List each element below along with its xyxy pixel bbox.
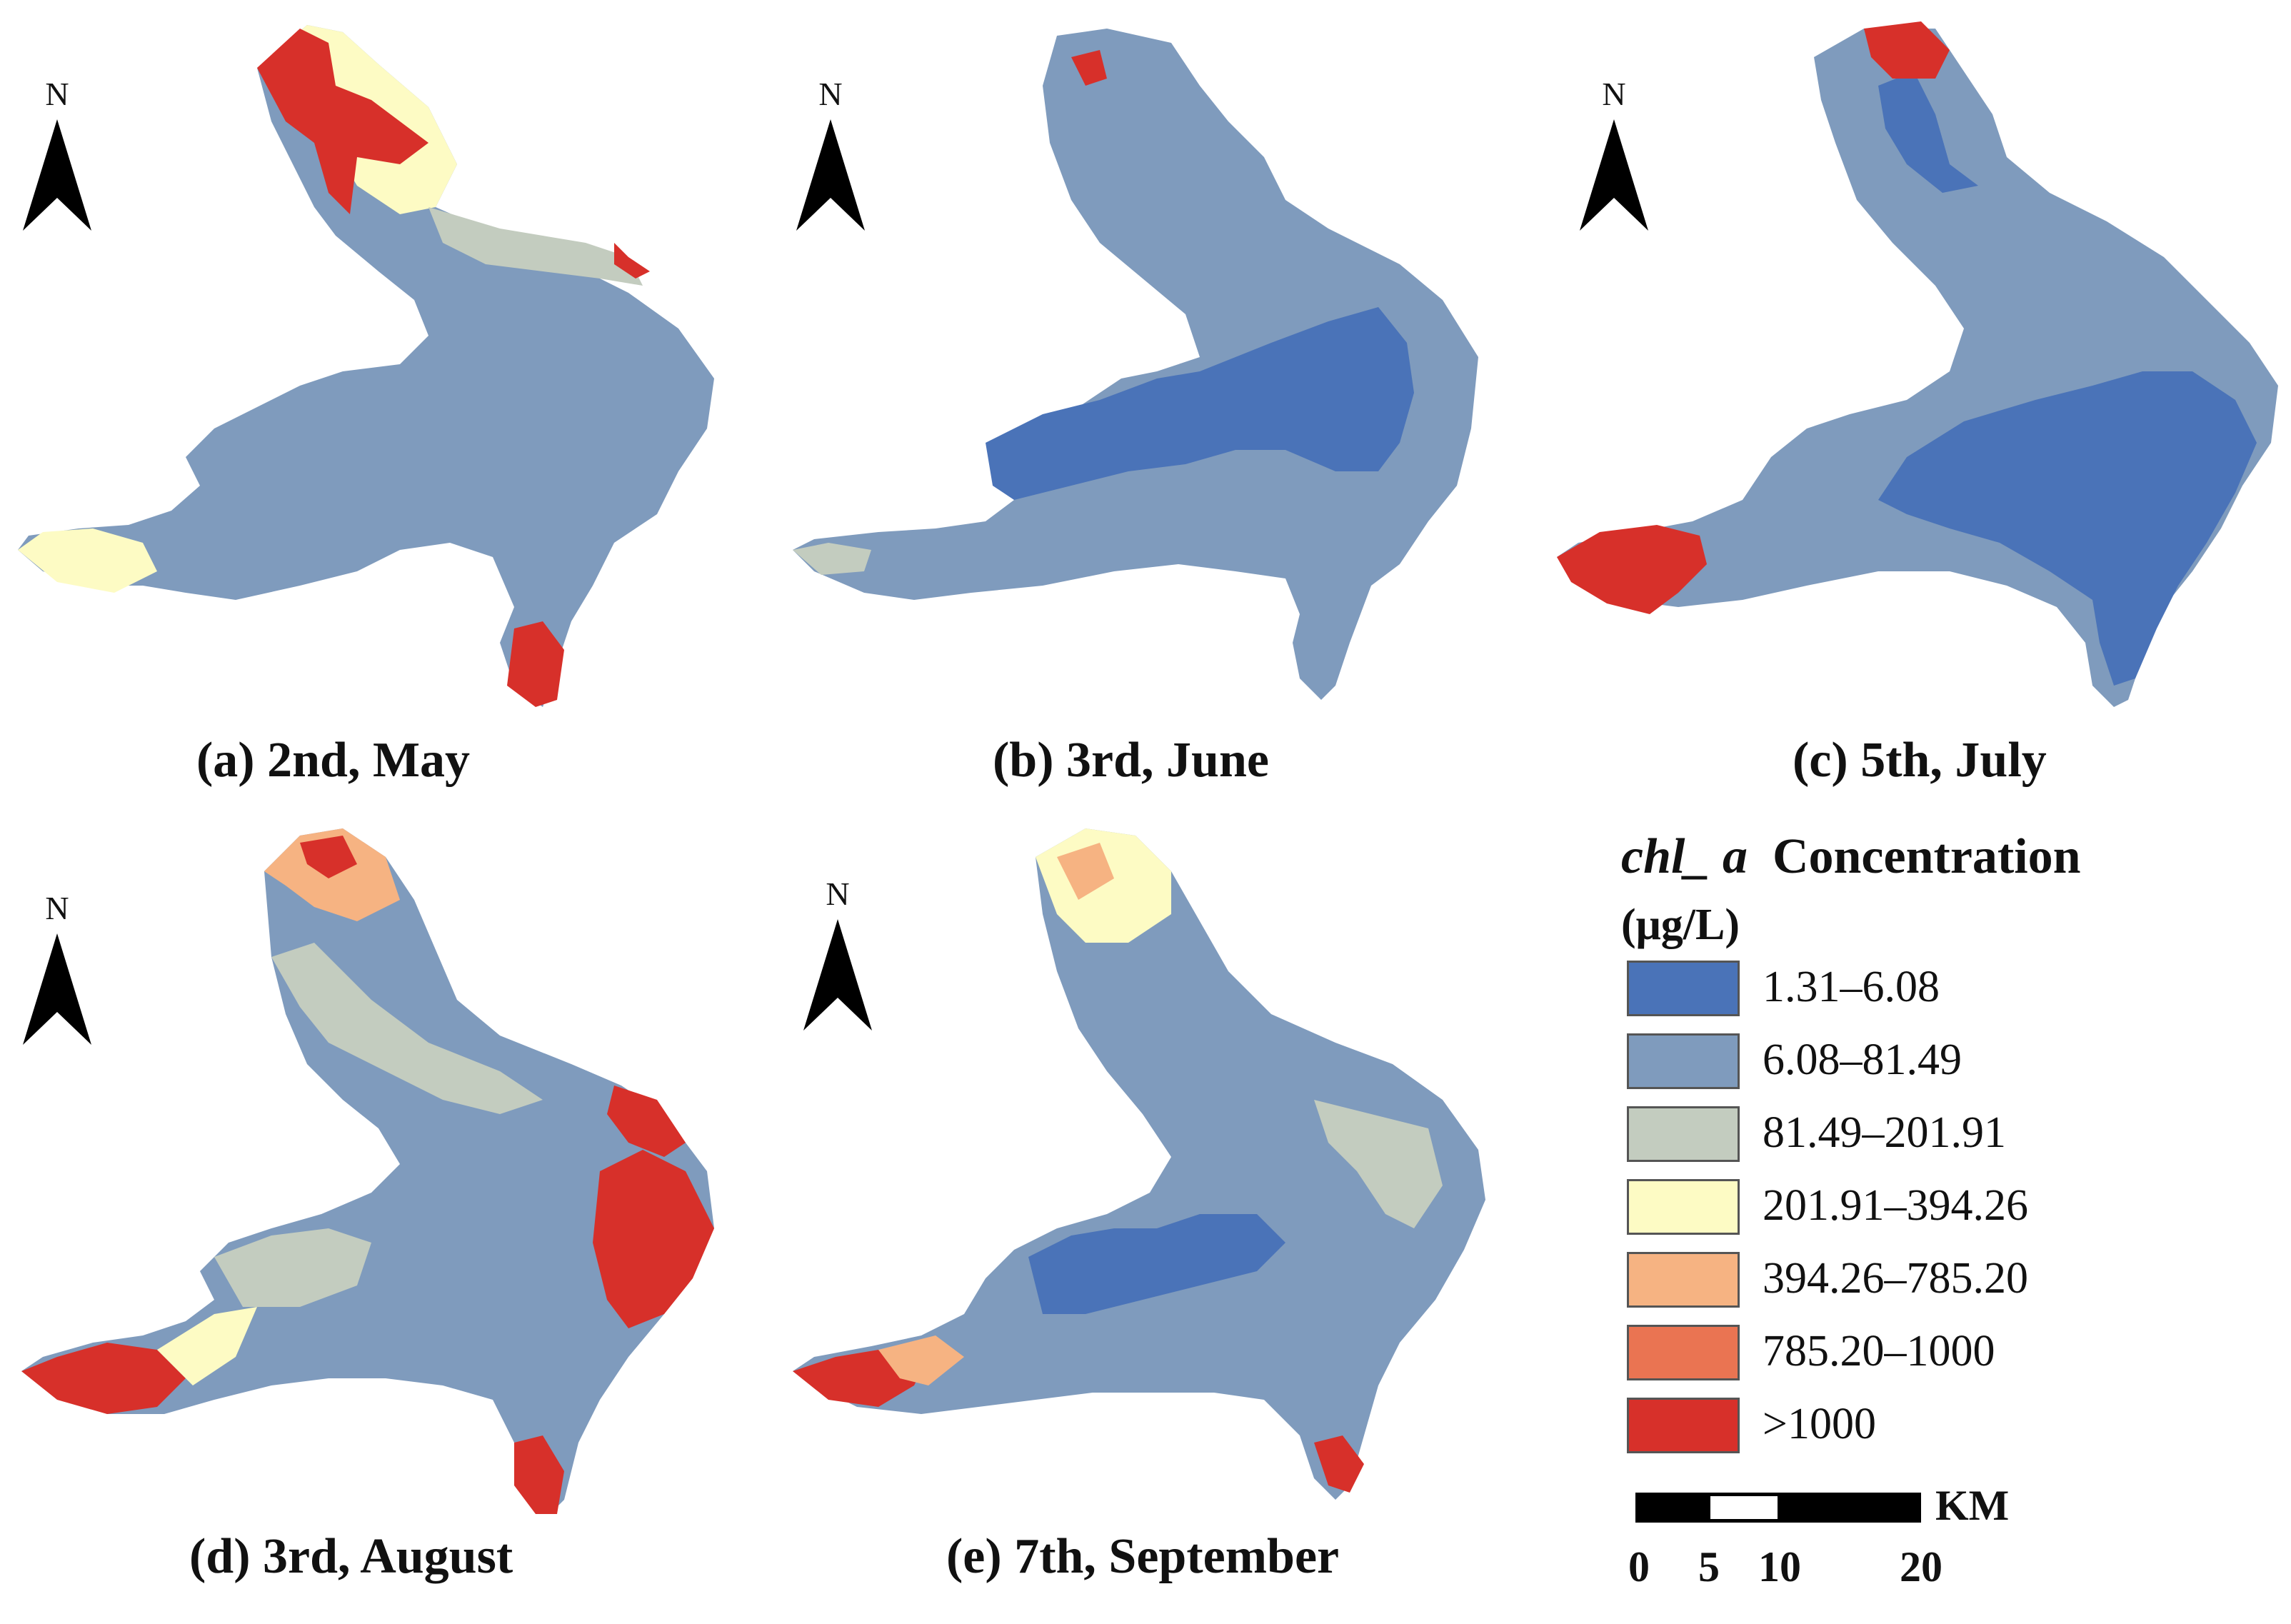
panel-caption: (b) 3rd, June <box>993 733 1269 788</box>
legend-unit: (μg/L) <box>1621 901 1740 949</box>
north-arrow-icon <box>23 119 91 231</box>
map-panel-b: N (b) 3rd, June <box>771 0 1528 788</box>
legend-swatch <box>1627 1106 1740 1162</box>
lake-map-e <box>793 828 1485 1500</box>
scale-bar-tick: 0 <box>1628 1543 1650 1590</box>
scale-bar-tick: 5 <box>1698 1543 1720 1590</box>
scale-bar-segment <box>1635 1493 1710 1523</box>
scale-bar-unit: KM <box>1935 1482 2010 1529</box>
north-arrow: N <box>21 75 93 232</box>
lake-map-a <box>18 25 714 707</box>
map-panel-d: N (d) 3rd, August <box>0 814 757 1624</box>
legend-title-text: Concentration <box>1772 829 2081 884</box>
legend-label: 81.49–201.91 <box>1763 1108 2006 1157</box>
map-panel-e: N (e) 7th, September <box>771 814 1557 1624</box>
legend-swatch <box>1627 1252 1740 1308</box>
legend: chl_ a Concentration (μg/L) 1.31–6.08 6.… <box>1621 828 2264 1621</box>
scale-bar-segment <box>1778 1493 1921 1523</box>
scale-bar: KM 0 5 10 20 <box>1628 1482 2278 1621</box>
lake-map-c <box>1557 21 2278 707</box>
north-arrow-icon <box>803 919 872 1031</box>
legend-swatch <box>1627 1398 1740 1453</box>
panel-caption: (d) 3rd, August <box>189 1529 513 1584</box>
panel-caption: (e) 7th, September <box>946 1529 1340 1584</box>
north-arrow: N <box>802 875 873 1032</box>
panel-caption: (a) 2nd, May <box>196 733 471 788</box>
legend-label: 1.31–6.08 <box>1763 963 1940 1011</box>
legend-label: 6.08–81.49 <box>1763 1036 1962 1084</box>
north-label: N <box>45 890 69 926</box>
legend-swatch <box>1627 1325 1740 1380</box>
scale-bar-tick: 20 <box>1900 1543 1942 1590</box>
north-label: N <box>1602 76 1626 112</box>
scale-bar-tick: 10 <box>1758 1543 1801 1590</box>
north-arrow-icon <box>23 933 91 1045</box>
north-arrow: N <box>21 889 93 1046</box>
legend-label: >1000 <box>1763 1400 1876 1448</box>
legend-title-variable: chl_ a <box>1621 829 1748 884</box>
scale-bar-segment <box>1707 1493 1781 1523</box>
north-arrow: N <box>1578 75 1650 232</box>
legend-label: 394.26–785.20 <box>1763 1254 2028 1303</box>
legend-swatch <box>1627 1179 1740 1235</box>
legend-swatch <box>1627 1033 1740 1089</box>
legend-label: 201.91–394.26 <box>1763 1181 2028 1230</box>
north-arrow: N <box>795 75 866 232</box>
north-arrow-icon <box>1580 119 1648 231</box>
lake-map-b <box>793 29 1478 700</box>
panel-caption: (c) 5th, July <box>1793 733 2047 788</box>
north-label: N <box>818 76 843 112</box>
lake-map-d <box>21 828 714 1514</box>
legend-label: 785.20–1000 <box>1763 1327 1995 1375</box>
legend-title: chl_ a Concentration <box>1621 828 2081 886</box>
map-panel-a: N (a) 2nd, May <box>0 0 757 788</box>
legend-swatch <box>1627 961 1740 1016</box>
north-arrow-icon <box>796 119 865 231</box>
map-panel-c: N (c) 5th, July <box>1535 0 2291 788</box>
north-label: N <box>826 876 850 912</box>
north-label: N <box>45 76 69 112</box>
